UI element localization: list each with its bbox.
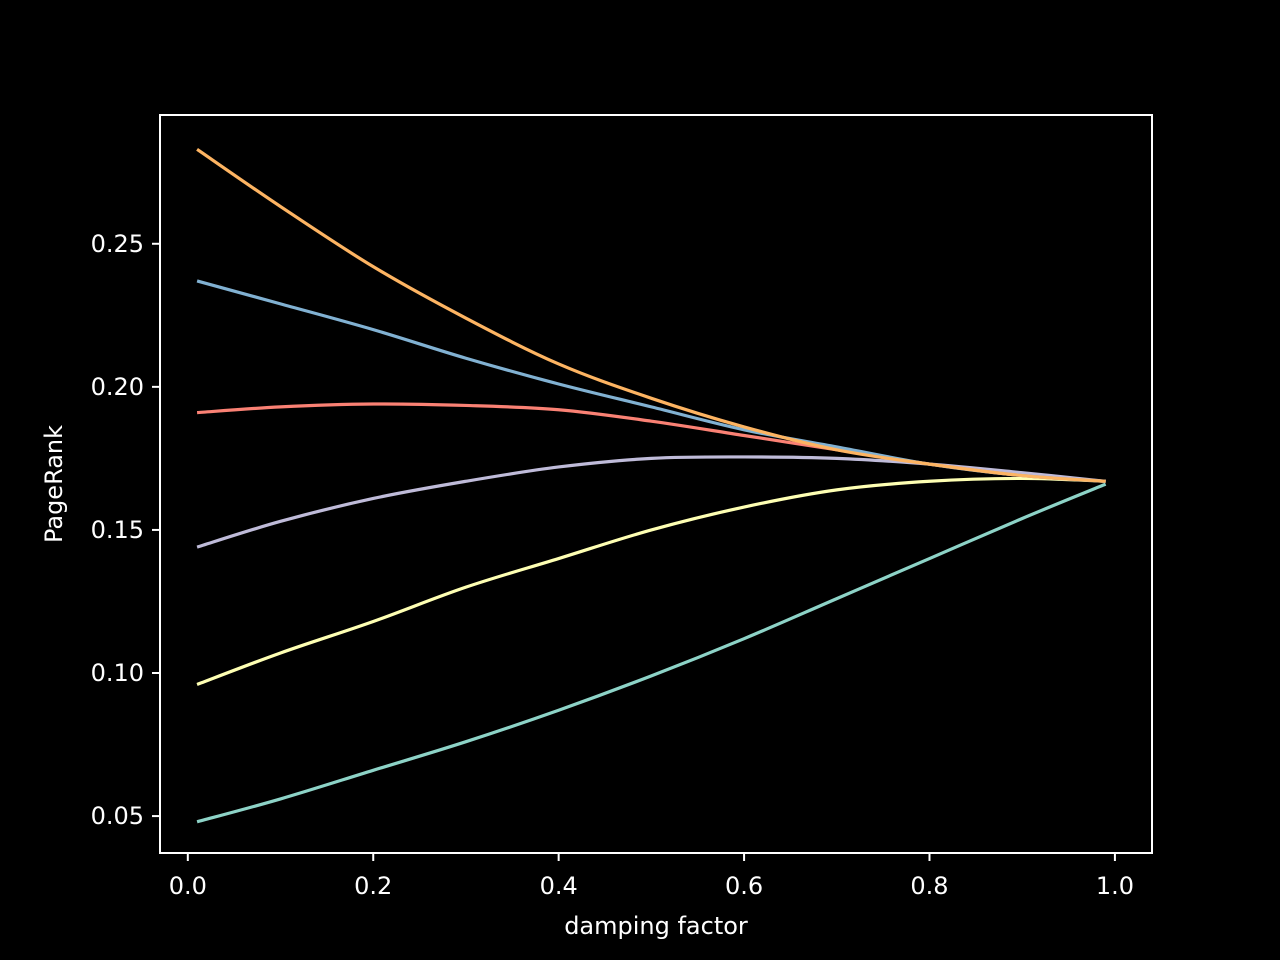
x-tick-label: 0.4	[540, 872, 578, 900]
y-tick-label: 0.15	[91, 516, 144, 544]
series-line-6	[196, 148, 1106, 483]
series-layer	[196, 148, 1107, 824]
x-tick-label: 0.2	[354, 872, 392, 900]
y-tick-label: 0.05	[91, 802, 144, 830]
x-axis-ticks: 0.0 0.2 0.4 0.6 0.8 1.0	[169, 853, 1134, 900]
y-axis-label: PageRank	[40, 425, 68, 543]
series-line-1	[196, 482, 1107, 824]
x-tick-label: 1.0	[1096, 872, 1134, 900]
y-tick-label: 0.25	[91, 230, 144, 258]
y-axis-ticks: 0.05 0.10 0.15 0.20 0.25	[91, 230, 160, 830]
series-line-2	[196, 476, 1106, 686]
axes-frame	[159, 114, 1153, 854]
x-tick-label: 0.8	[910, 872, 948, 900]
y-tick-label: 0.20	[91, 373, 144, 401]
y-tick-label: 0.10	[91, 659, 144, 687]
x-axis-label: damping factor	[564, 912, 748, 940]
x-tick-label: 0.0	[169, 872, 207, 900]
x-tick-label: 0.6	[725, 872, 763, 900]
